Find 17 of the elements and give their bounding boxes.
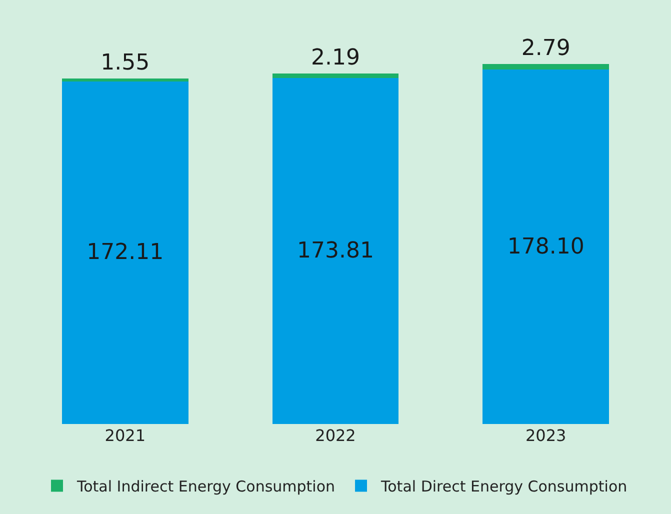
data-label: 178.10 (507, 234, 584, 260)
legend-label: Total Indirect Energy Consumption (76, 478, 336, 496)
data-label: 1.55 (100, 50, 150, 76)
bar (482, 70, 609, 424)
data-label: 2.79 (521, 36, 570, 61)
x-tick-label: 2022 (315, 426, 356, 445)
data-label: 2.19 (311, 46, 360, 71)
bar (62, 81, 188, 424)
bar (272, 78, 399, 424)
data-label: 173.81 (297, 238, 374, 264)
data-label: 172.11 (86, 240, 164, 266)
bar (62, 78, 188, 82)
x-tick-label: 2023 (525, 426, 566, 445)
legend-label: Total Direct Energy Consumption (380, 478, 628, 496)
x-tick-label: 2021 (104, 426, 146, 445)
bar (482, 64, 609, 70)
bar (272, 74, 399, 78)
